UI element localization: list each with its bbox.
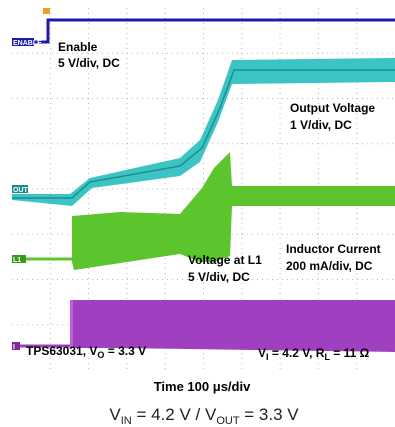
caption-vout-value: = 3.3 V (240, 405, 300, 424)
enable-label: Enable (58, 40, 98, 54)
marker-i-bg (12, 342, 20, 350)
series-output-voltage (12, 58, 395, 206)
caption-vin-sub: IN (121, 415, 132, 427)
enable-scale: 5 V/div, DC (58, 56, 120, 70)
output-voltage-band (12, 58, 395, 206)
inductor-current-step (70, 300, 73, 348)
marker-l1: L1 (13, 257, 21, 264)
conditions-rl-sub: L (324, 352, 330, 362)
conditions-mid: = 4.2 V, R (269, 346, 325, 360)
marker-l1-bg (12, 255, 26, 263)
l1-switching-band (72, 152, 395, 270)
conditions-v: V (258, 346, 266, 360)
caption-vout: V (205, 405, 217, 424)
marker-enable: ENABLE (13, 40, 42, 47)
l1-scale: 5 V/div, DC (188, 270, 250, 284)
device-label-main: TPS63031, V (26, 344, 97, 358)
conditions-label: VI = 4.2 V, RL = 11 Ω (258, 346, 370, 362)
series-inductor-current (12, 300, 395, 352)
conditions-v-sub: I (266, 352, 269, 362)
marker-enable-bg (12, 38, 34, 46)
inductor-label: Inductor Current (286, 242, 381, 256)
trigger-marker (43, 8, 50, 14)
inductor-scale: 200 mA/div, DC (286, 259, 373, 273)
device-label-value: = 3.3 V (104, 344, 146, 358)
caption: VIN = 4.2 V / VOUT = 3.3 V (109, 405, 299, 427)
inductor-current-band (70, 300, 395, 352)
x-axis-label-a: Time 100 (154, 379, 213, 394)
marker-out: OUT (13, 187, 29, 194)
output-scale: 1 V/div, DC (290, 118, 352, 132)
x-axis-label-b: s/div (221, 379, 251, 394)
device-label: TPS63031, VO = 3.3 V (26, 344, 146, 360)
marker-i: I (13, 344, 15, 351)
caption-vin-value: = 4.2 V / (132, 405, 205, 424)
output-voltage-trace (12, 69, 395, 199)
output-label: Output Voltage (290, 101, 375, 115)
marker-out-bg (12, 185, 28, 193)
x-axis-label-mu: μ (213, 379, 221, 394)
conditions-end: = 11 Ω (330, 346, 370, 360)
caption-vout-sub: OUT (216, 415, 240, 427)
device-label-sub: O (97, 350, 104, 360)
caption-vin: V (109, 405, 121, 424)
channel-markers: ENABLE OUT L1 I (12, 38, 42, 351)
l1-label: Voltage at L1 (188, 253, 262, 267)
x-axis-label: Time 100 μs/div (154, 379, 251, 394)
